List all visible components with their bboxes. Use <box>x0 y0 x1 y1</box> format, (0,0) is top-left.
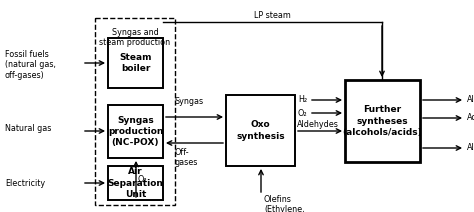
Text: Further
syntheses
(alcohols/acids): Further syntheses (alcohols/acids) <box>343 105 422 137</box>
Text: Aldehydes: Aldehydes <box>467 144 474 152</box>
Text: O₂: O₂ <box>297 109 307 117</box>
Text: Steam
boiler: Steam boiler <box>119 53 152 73</box>
Bar <box>226 95 295 166</box>
Bar <box>108 166 163 200</box>
Bar <box>95 18 175 205</box>
Text: Syngas
production
(NC-POX): Syngas production (NC-POX) <box>108 116 163 147</box>
Text: H₂: H₂ <box>298 95 307 105</box>
Text: Natural gas: Natural gas <box>5 124 51 133</box>
Text: Electricity: Electricity <box>5 179 45 188</box>
Text: Air
Separation
Unit: Air Separation Unit <box>108 167 164 199</box>
Bar <box>345 80 420 162</box>
Text: O₂: O₂ <box>138 174 147 184</box>
Bar <box>108 105 163 158</box>
Text: Alcohols: Alcohols <box>467 95 474 105</box>
Bar <box>108 38 163 88</box>
Text: Off-
gases: Off- gases <box>175 148 199 167</box>
Text: Fossil fuels
(natural gas,
off-gases): Fossil fuels (natural gas, off-gases) <box>5 50 56 80</box>
Text: Acids: Acids <box>467 113 474 123</box>
Text: Olefins
(Ethylene,
Propylene): Olefins (Ethylene, Propylene) <box>264 195 307 212</box>
Text: Syngas: Syngas <box>175 97 204 106</box>
Text: Syngas and
steam production: Syngas and steam production <box>100 28 171 47</box>
Text: Aldehydes: Aldehydes <box>297 120 339 129</box>
Text: Oxo
synthesis: Oxo synthesis <box>236 120 285 141</box>
Text: LP steam: LP steam <box>254 11 291 20</box>
